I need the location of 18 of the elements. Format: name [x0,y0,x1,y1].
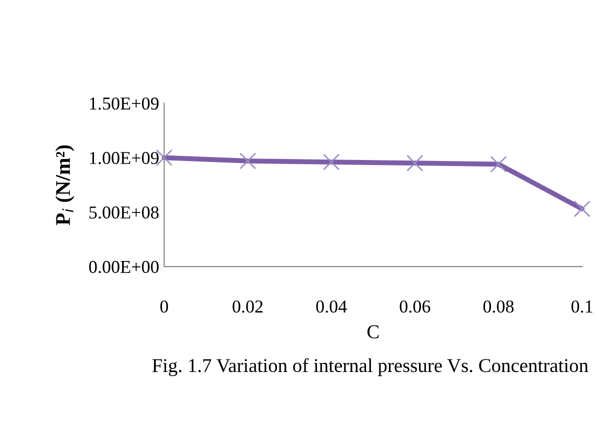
y-tick-label: 5.00E+08 [90,206,159,219]
point [406,154,424,172]
x-tick-label: 0.1 [571,300,592,313]
x-tick-label: 0 [160,300,168,313]
y-tick-label: 1.50E+09 [90,97,159,110]
x-tick-label: 0.06 [400,300,430,313]
y-tick-label: 0.00E+00 [89,260,159,274]
point [323,154,340,170]
y-tick-label: 1.00E+09 [90,152,159,164]
x-tick-label: 0.02 [232,300,263,313]
x-tick-label: 0.04 [316,300,347,313]
point [239,152,256,170]
x-axis-title: C [367,325,379,338]
x-tick-label: 0.08 [483,300,514,313]
caption: Fig. 1.7 Variation of internal pressure Vs. Concentration [152,358,588,376]
y-axis-title: P$_{i}$ (N/m²) [55,145,74,226]
point [490,156,507,173]
point [574,200,590,218]
